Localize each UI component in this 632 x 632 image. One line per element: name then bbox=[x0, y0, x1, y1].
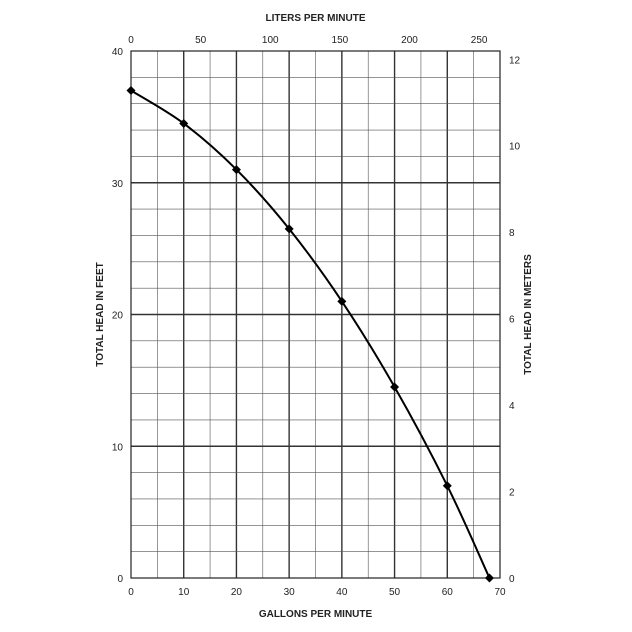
y-tick-label: 0 bbox=[117, 574, 123, 585]
y2-tick-label: 4 bbox=[509, 401, 515, 412]
series bbox=[126, 86, 494, 583]
x-tick-label: 0 bbox=[128, 587, 134, 598]
x2-tick-label: 50 bbox=[195, 35, 207, 46]
grid bbox=[131, 51, 500, 578]
y2-tick-label: 2 bbox=[509, 488, 515, 499]
x-tick-label: 10 bbox=[178, 587, 190, 598]
y2-tick-label: 0 bbox=[509, 574, 515, 585]
y2-tick-label: 10 bbox=[509, 142, 521, 153]
data-point bbox=[231, 165, 241, 175]
x2-tick-label: 200 bbox=[401, 35, 418, 46]
x-tick-label: 60 bbox=[442, 587, 454, 598]
tick-labels: 0 10 20 30 40 50 60 700 50 100 150 200 2500102030400… bbox=[112, 35, 521, 598]
y-tick-label: 20 bbox=[112, 311, 124, 322]
data-point bbox=[484, 573, 494, 583]
top-axis-title: LITERS PER MINUTE bbox=[265, 13, 365, 24]
x2-tick-label: 100 bbox=[262, 35, 279, 46]
x-tick-label: 70 bbox=[494, 587, 506, 598]
x-tick-label: 40 bbox=[336, 587, 348, 598]
y-tick-label: 30 bbox=[112, 179, 124, 190]
data-point bbox=[442, 481, 452, 491]
x2-tick-label: 150 bbox=[332, 35, 349, 46]
y-tick-label: 10 bbox=[112, 442, 124, 453]
data-point bbox=[284, 224, 294, 234]
plot-frame bbox=[130, 50, 501, 579]
data-point bbox=[390, 382, 400, 392]
y2-tick-label: 12 bbox=[509, 55, 521, 66]
x2-tick-label: 0 bbox=[128, 35, 134, 46]
x2-tick-label: 250 bbox=[471, 35, 488, 46]
x-tick-label: 20 bbox=[231, 587, 243, 598]
bottom-axis-title: GALLONS PER MINUTE bbox=[259, 609, 373, 620]
y2-tick-label: 8 bbox=[509, 228, 515, 239]
y-tick-label: 40 bbox=[112, 47, 124, 58]
right-axis-title: TOTAL HEAD IN METERS bbox=[523, 254, 534, 375]
y2-tick-label: 6 bbox=[509, 315, 515, 326]
series-line bbox=[130, 89, 491, 579]
data-point bbox=[337, 296, 347, 306]
data-point bbox=[179, 118, 189, 128]
x-tick-label: 50 bbox=[389, 587, 401, 598]
left-axis-title: TOTAL HEAD IN FEET bbox=[95, 262, 106, 366]
data-point bbox=[126, 86, 136, 96]
x-tick-label: 30 bbox=[284, 587, 296, 598]
